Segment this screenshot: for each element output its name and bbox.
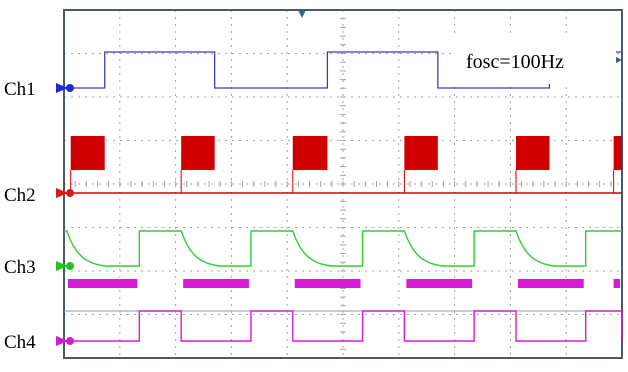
trace-ch2-burst [292,136,328,170]
channel-arrow-ch2-icon [56,188,68,198]
trace-ch4-band [68,279,71,288]
trace-ch4-band [183,279,249,288]
trace-ch4-band [613,279,620,288]
trace-ch2-burst [404,136,438,170]
trace-ch2-burst [613,136,622,170]
trigger-position-marker [298,10,306,18]
trace-ch2-burst [181,136,215,170]
channel-label-ch2: Ch2 [4,185,36,206]
channel-label-ch1: Ch1 [4,79,36,100]
frequency-label-box [452,38,616,84]
channel-marker-ch1: Ch1 [4,79,74,100]
trace-ch4 [64,310,623,342]
channel-arrow-ch3-icon [56,261,68,271]
trace-ch2-burst [70,136,105,170]
plot-border [63,9,623,359]
channel-marker-ch3: Ch3 [4,257,74,278]
channel-arrow-ch1-icon [56,83,68,93]
trace-ch4-band [68,279,138,288]
trace-ch3 [64,230,622,267]
trace-ch4-band [406,279,473,288]
right-edge-marker [616,57,622,63]
trace-ch2-burst [515,136,550,170]
trace-ch4-band [517,279,584,288]
channel-dot-ch4-icon [66,337,74,345]
frequency-label: fosc=100Hz [466,51,564,73]
channel-marker-ch2: Ch2 [4,185,74,206]
channel-dot-ch1-icon [66,84,74,92]
channel-dot-ch3-icon [66,262,74,270]
channel-marker-ch4: Ch4 [4,332,74,353]
channel-label-ch4: Ch4 [4,332,36,353]
channel-label-ch3: Ch3 [4,257,36,278]
channel-arrow-ch4-icon [56,336,68,346]
channel-dot-ch2-icon [66,189,74,197]
trace-ch4-band [294,279,361,288]
